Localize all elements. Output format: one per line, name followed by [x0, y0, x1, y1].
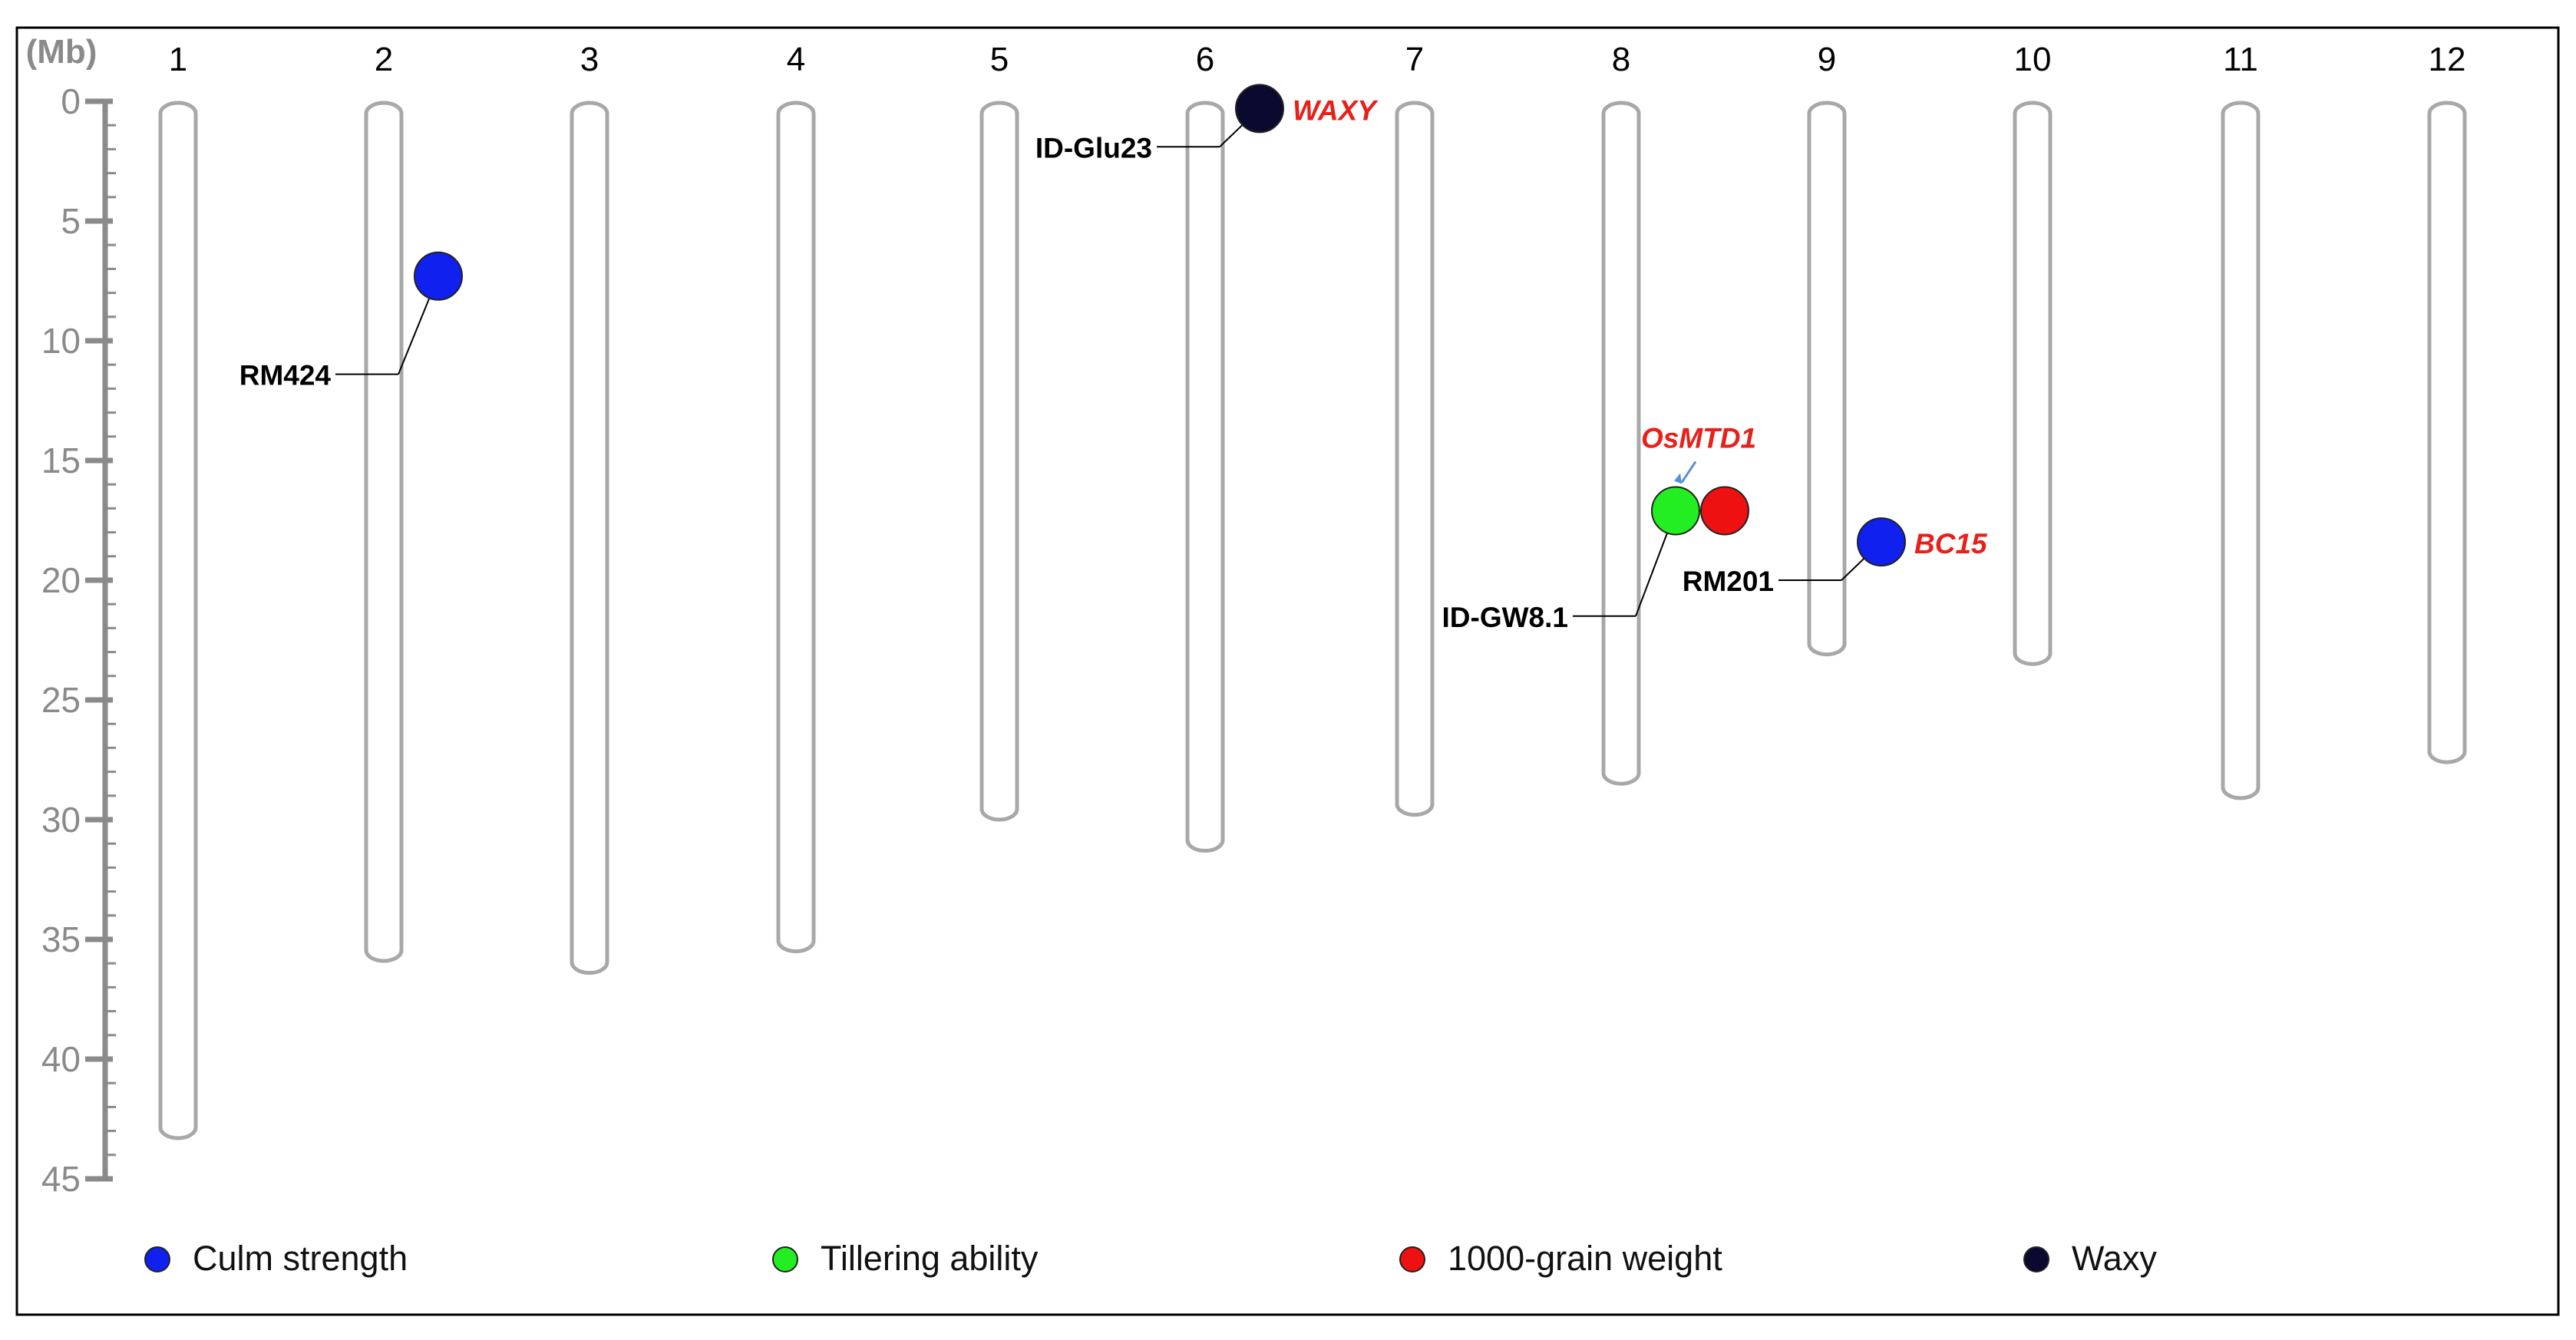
gene-arrow	[1680, 460, 1697, 484]
marker-label: ID-Glu23	[1035, 132, 1152, 163]
chromosome-bar	[1395, 101, 1435, 817]
marker-label: ID-GW8.1	[1442, 602, 1568, 633]
chromosome-bar	[1807, 101, 1847, 657]
legend-swatch	[2023, 1246, 2049, 1272]
marker-label: RM201	[1683, 566, 1774, 597]
gene-label: BC15	[1914, 528, 1988, 559]
legend-swatch	[772, 1246, 798, 1272]
chromosome-bar	[2013, 101, 2053, 666]
chromosome-label: 8	[1612, 41, 1630, 78]
marker-connector	[1219, 124, 1243, 148]
chromosome-bar	[570, 101, 609, 975]
trait-dot	[1651, 486, 1700, 536]
y-axis-tick-label: 5	[61, 201, 81, 241]
y-axis-tick-label: 10	[41, 321, 81, 361]
chromosome-label: 5	[990, 41, 1009, 78]
chromosome-label: 11	[2223, 41, 2258, 78]
y-axis-tick-label: 15	[41, 441, 81, 480]
marker-connector	[398, 298, 431, 375]
chromosome-group: 1 2 3 4 5 6 7 8 9 10 11 12	[158, 41, 2467, 1140]
chromosome-bar	[364, 101, 404, 963]
legend-label: 1000-grain weight	[1448, 1239, 1722, 1278]
chromosome-bar	[2427, 101, 2467, 764]
y-axis: 0 5 10 15 20 25 30 35 40 45	[41, 81, 116, 1199]
y-axis-tick-label: 30	[41, 800, 81, 840]
gene-arrow-head	[1674, 473, 1682, 484]
chromosome-bar	[1601, 101, 1641, 786]
chromosome-label: 4	[787, 41, 805, 78]
chromosome-label: 12	[2429, 41, 2466, 78]
trait-dot	[1857, 517, 1906, 567]
chromosome-label: 2	[375, 41, 393, 78]
chromosome-bar	[2221, 101, 2261, 800]
y-axis-tick-label: 40	[41, 1039, 81, 1079]
chromosome-label: 1	[169, 41, 187, 78]
y-axis-tick-label: 45	[41, 1159, 81, 1199]
chromosome-label: 10	[2014, 41, 2052, 78]
chromosome-bar	[158, 101, 198, 1140]
marker-group: RM424 ID-Glu23 WAXY ID-GW8.1 OsMTD1 RM201 BC15	[239, 84, 1988, 633]
y-axis-tick-label: 0	[61, 81, 81, 121]
chromosome-bar	[776, 101, 816, 954]
marker-connector	[1841, 557, 1865, 581]
chromosome-label: 3	[580, 41, 599, 78]
chromosome-label: 7	[1405, 41, 1424, 78]
legend-label: Tillering ability	[821, 1239, 1039, 1278]
y-axis-tick-label: 35	[41, 919, 81, 959]
legend-label: Culm strength	[193, 1239, 408, 1278]
chromosome-label: 9	[1818, 41, 1836, 78]
gene-label: WAXY	[1293, 94, 1379, 126]
marker-connector	[1635, 533, 1668, 617]
trait-dot	[414, 251, 463, 301]
trait-dot	[1700, 486, 1749, 536]
legend-swatch	[144, 1246, 170, 1272]
unit-label: (Mb)	[26, 33, 97, 71]
chromosome-bar	[979, 101, 1019, 822]
figure-border	[15, 26, 2560, 1316]
chromosome-label: 6	[1196, 41, 1214, 78]
legend-swatch	[1399, 1246, 1425, 1272]
legend-label: Waxy	[2072, 1239, 2157, 1278]
y-axis-tick-label: 20	[41, 560, 81, 600]
marker-label: RM424	[239, 360, 332, 391]
gene-label: OsMTD1	[1641, 423, 1756, 454]
y-axis-tick-label: 25	[41, 680, 81, 720]
trait-dot	[1235, 84, 1284, 134]
legend: Culm strength Tillering ability 1000-grain…	[144, 1239, 2157, 1278]
chromosome-bar	[1185, 101, 1225, 853]
